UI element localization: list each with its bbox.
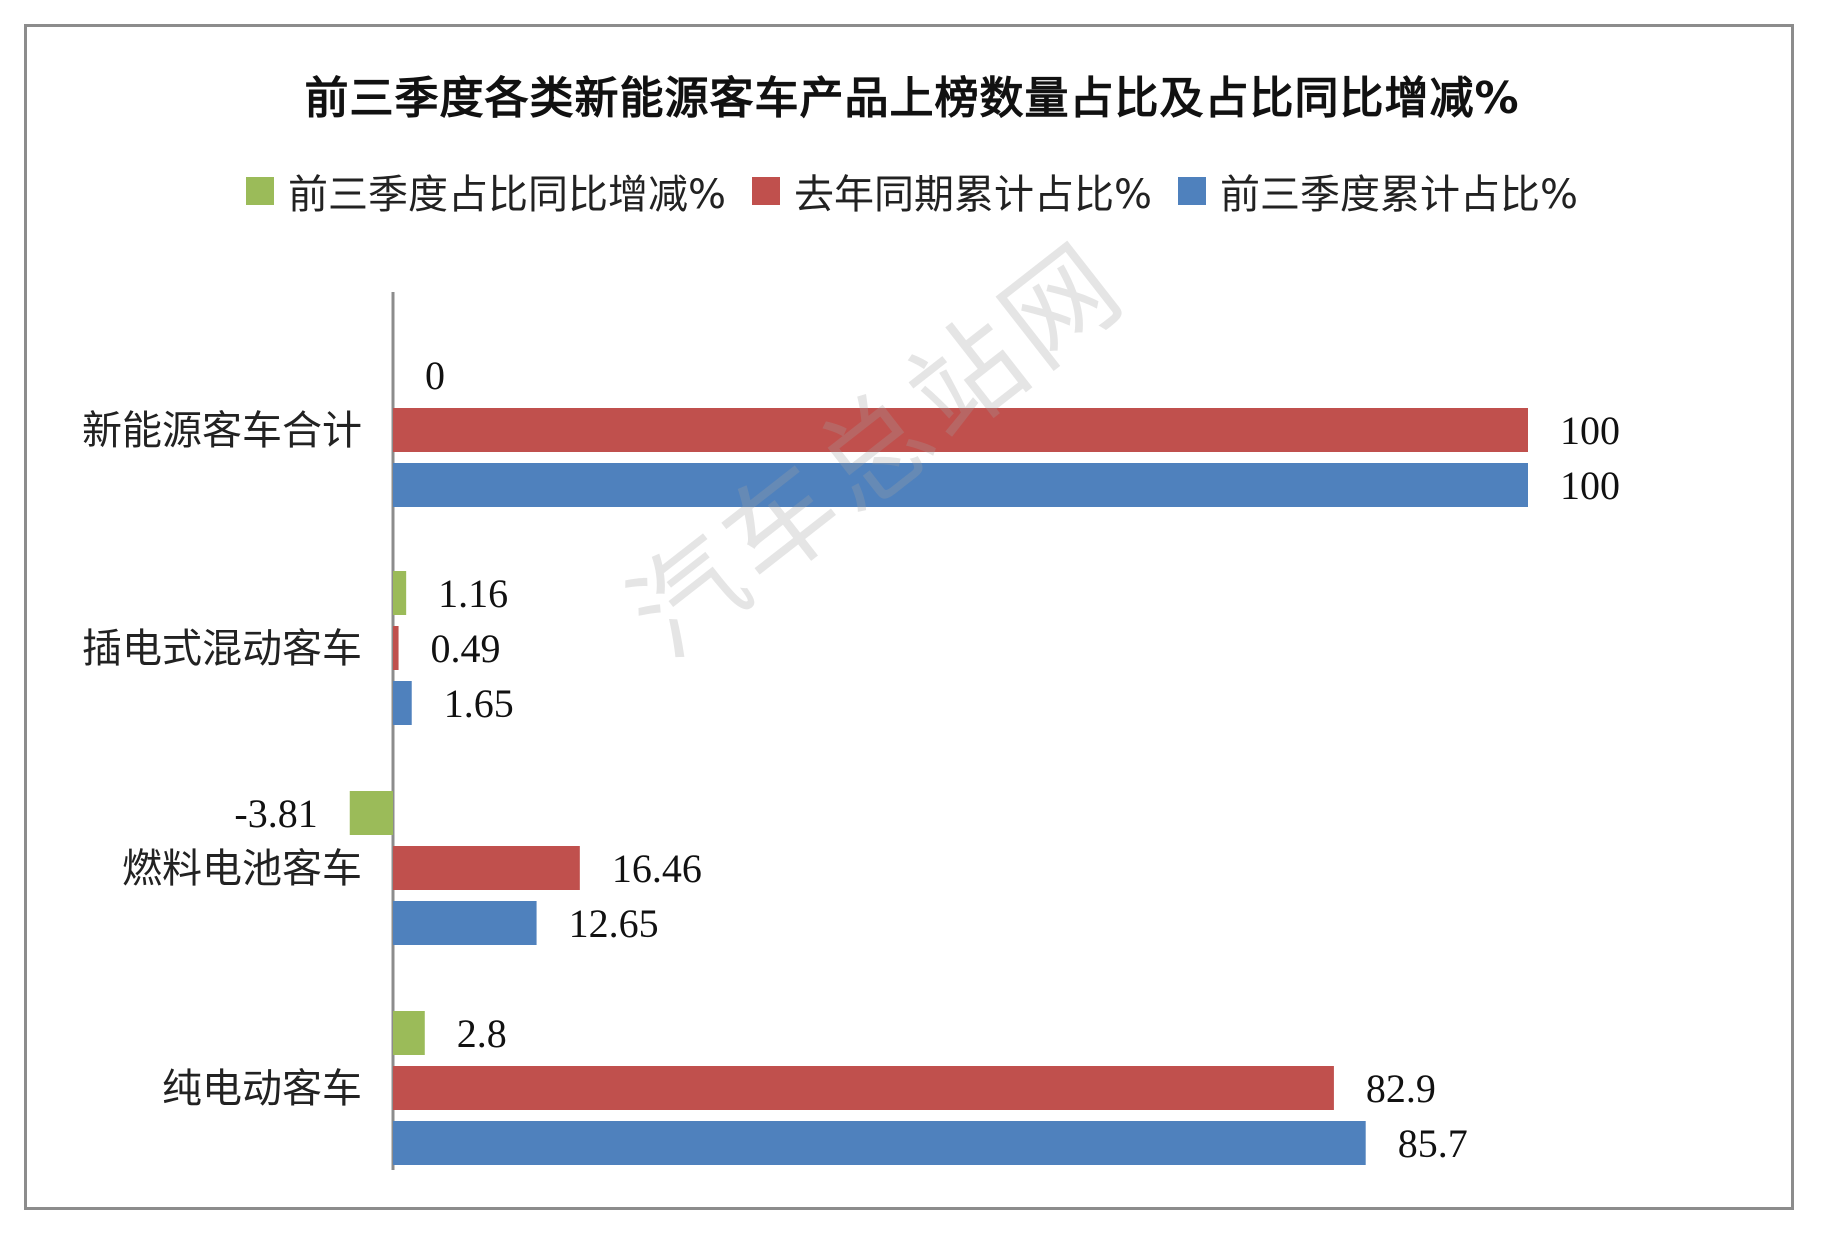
legend-swatch <box>1178 177 1206 205</box>
legend-item: 前三季度占比同比增减% <box>245 162 726 220</box>
chart-frame <box>24 24 1794 1210</box>
category-label: 燃料电池客车 <box>122 846 362 892</box>
bar <box>393 846 580 890</box>
bar <box>349 791 393 835</box>
bar <box>393 1121 1366 1165</box>
bar <box>393 901 537 945</box>
data-label: 100 <box>1560 408 1620 453</box>
bar <box>393 626 399 670</box>
data-label: 82.9 <box>1366 1066 1436 1111</box>
chart-title: 前三季度各类新能源客车产品上榜数量占比及占比同比增减% <box>304 73 1520 124</box>
data-label: 1.16 <box>438 571 508 616</box>
legend: 前三季度占比同比增减% 去年同期累计占比% 前三季度累计占比% <box>0 162 1824 220</box>
legend-item: 去年同期累计占比% <box>751 162 1152 220</box>
data-label: -3.81 <box>234 791 317 836</box>
bar <box>393 681 412 725</box>
category-label: 新能源客车合计 <box>82 408 362 454</box>
bar <box>393 1066 1334 1110</box>
bar <box>393 463 1528 507</box>
legend-label: 前三季度占比同比增减% <box>287 172 726 218</box>
bar <box>393 408 1528 452</box>
category-label: 纯电动客车 <box>162 1066 362 1112</box>
bar <box>393 571 407 615</box>
legend-item: 前三季度累计占比% <box>1178 162 1578 220</box>
legend-label: 去年同期累计占比% <box>793 172 1152 218</box>
data-label: 0 <box>425 353 445 398</box>
data-label: 85.7 <box>1398 1121 1468 1166</box>
data-label: 0.49 <box>431 626 501 671</box>
category-label: 插电式混动客车 <box>82 626 362 672</box>
legend-label: 前三季度累计占比% <box>1220 172 1579 218</box>
data-label: 12.65 <box>569 901 659 946</box>
data-label: 2.8 <box>457 1011 507 1056</box>
data-label: 16.46 <box>612 846 702 891</box>
data-label: 100 <box>1560 463 1620 508</box>
legend-swatch <box>751 177 780 205</box>
data-label: 1.65 <box>444 681 514 726</box>
bar <box>393 1011 425 1055</box>
legend-swatch <box>245 177 274 205</box>
